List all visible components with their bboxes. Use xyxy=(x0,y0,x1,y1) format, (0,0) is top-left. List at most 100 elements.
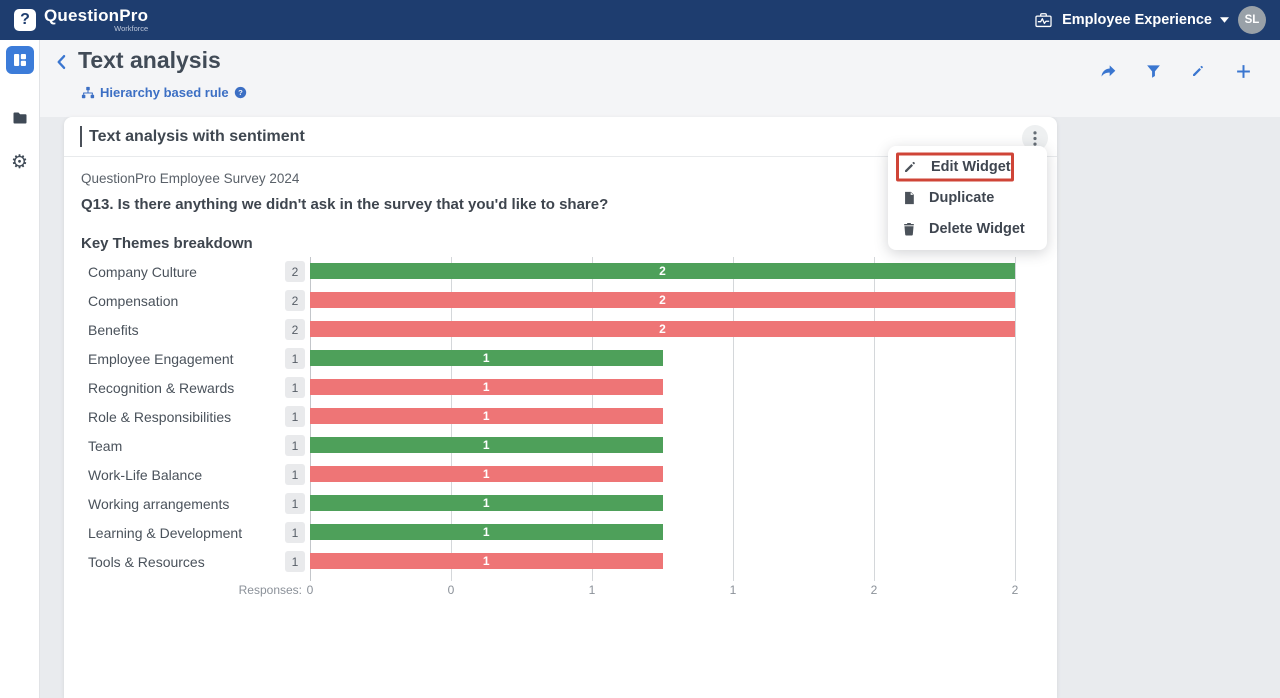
menu-item-delete-widget[interactable]: Delete Widget xyxy=(888,213,1047,244)
menu-item-duplicate[interactable]: Duplicate xyxy=(888,182,1047,213)
count-badge: 2 xyxy=(285,261,305,282)
count-badge: 2 xyxy=(285,319,305,340)
count-badge: 1 xyxy=(285,435,305,456)
briefcase-pulse-icon xyxy=(1033,11,1054,30)
sentiment-bar-negative[interactable]: 2 xyxy=(310,292,1015,308)
bar-value-label: 1 xyxy=(482,496,490,510)
hierarchy-rule-link[interactable]: Hierarchy based rule ? xyxy=(81,85,247,100)
category-label: Working arrangements xyxy=(88,495,230,512)
back-button[interactable] xyxy=(52,51,74,75)
sentiment-bar-negative[interactable]: 2 xyxy=(310,321,1015,337)
count-badge: 1 xyxy=(285,493,305,514)
bar-value-label: 1 xyxy=(482,554,490,568)
category-label: Benefits xyxy=(88,321,139,338)
svg-text:?: ? xyxy=(238,88,243,97)
questionpro-logo: ? xyxy=(14,9,36,31)
sentiment-bar-negative[interactable]: 1 xyxy=(310,408,663,424)
count-badge: 1 xyxy=(285,522,305,543)
bar-value-label: 2 xyxy=(659,322,666,336)
chart-row: Role & Responsibilities 1 1 xyxy=(81,402,1015,431)
bar-value-label: 1 xyxy=(482,525,490,539)
dashboard-grid-icon xyxy=(12,52,28,68)
count-badge: 2 xyxy=(285,290,305,311)
sentiment-bar-positive[interactable]: 1 xyxy=(310,495,663,511)
menu-item-label: Duplicate xyxy=(929,189,995,206)
page-toolbar xyxy=(1097,60,1254,82)
survey-name: QuestionPro Employee Survey 2024 xyxy=(81,171,300,186)
x-tick-label: 1 xyxy=(588,583,596,597)
filter-button[interactable] xyxy=(1142,60,1164,82)
widget-context-menu: Edit Widget Duplicate Delete Widget xyxy=(888,146,1047,250)
title-text-cursor xyxy=(80,126,82,147)
chart-row: Working arrangements 1 1 xyxy=(81,489,1015,518)
chart-row: Recognition & Rewards 1 1 xyxy=(81,373,1015,402)
share-icon xyxy=(1098,62,1119,81)
duplicate-icon xyxy=(902,190,916,206)
sentiment-bar-negative[interactable]: 1 xyxy=(310,466,663,482)
chart-row: Team 1 1 xyxy=(81,431,1015,460)
count-badge: 1 xyxy=(285,551,305,572)
category-label: Team xyxy=(88,437,123,454)
sentiment-bar-positive[interactable]: 1 xyxy=(310,524,663,540)
sidebar-item-folders[interactable] xyxy=(6,104,34,132)
pencil-icon xyxy=(902,159,918,175)
chart-row: Tools & Resources 1 1 xyxy=(81,547,1015,576)
caret-down-icon xyxy=(1220,17,1229,23)
sidebar-item-dashboard[interactable] xyxy=(5,46,34,74)
chart-x-axis: Responses: 0 0 1 1 2 2 xyxy=(81,583,1019,598)
sentiment-bar-positive[interactable]: 1 xyxy=(310,350,663,366)
category-label: Role & Responsibilities xyxy=(88,408,232,425)
menu-item-label: Delete Widget xyxy=(929,220,1025,237)
filter-icon xyxy=(1145,62,1162,80)
sentiment-bar-negative[interactable]: 1 xyxy=(310,553,663,569)
axis-caption: Responses: xyxy=(238,583,302,597)
count-badge: 1 xyxy=(285,377,305,398)
category-label: Company Culture xyxy=(88,263,197,280)
question-circle-icon[interactable]: ? xyxy=(234,86,247,99)
kebab-vertical-icon xyxy=(1033,130,1037,146)
category-label: Learning & Development xyxy=(88,524,243,541)
bar-track: 1 xyxy=(310,547,1015,576)
gear-icon: ⚙ xyxy=(10,151,29,173)
x-tick-label: 0 xyxy=(306,583,314,597)
app-header: ? QuestionPro Workforce Employee Experie… xyxy=(0,0,1280,40)
sentiment-bar-negative[interactable]: 1 xyxy=(310,379,663,395)
share-button[interactable] xyxy=(1097,60,1119,82)
add-widget-button[interactable] xyxy=(1232,60,1254,82)
chart-row: Compensation 2 2 xyxy=(81,286,1015,315)
key-themes-chart: Company Culture 2 2 Compensation 2 2 Benefits 2… xyxy=(81,257,1019,598)
brand-name: QuestionPro xyxy=(44,6,149,25)
page-title: Text analysis xyxy=(78,47,221,73)
brand-product: Workforce xyxy=(114,24,149,33)
sidebar: ⚙ xyxy=(0,40,40,698)
bar-track: 1 xyxy=(310,518,1015,547)
avatar[interactable]: SL xyxy=(1238,6,1266,34)
trash-icon xyxy=(902,221,916,237)
bar-track: 2 xyxy=(310,257,1015,286)
x-tick-label: 2 xyxy=(870,583,878,597)
edit-button[interactable] xyxy=(1187,60,1209,82)
count-badge: 1 xyxy=(285,406,305,427)
workspace-label: Employee Experience xyxy=(1062,12,1212,28)
chart-row: Employee Engagement 1 1 xyxy=(81,344,1015,373)
category-label: Employee Engagement xyxy=(88,350,234,367)
bar-track: 1 xyxy=(310,344,1015,373)
sentiment-bar-positive[interactable]: 1 xyxy=(310,437,663,453)
question-text: Q13. Is there anything we didn't ask in … xyxy=(81,196,609,213)
sidebar-item-settings[interactable]: ⚙ xyxy=(6,148,34,176)
bar-value-label: 2 xyxy=(659,264,666,278)
bar-track: 1 xyxy=(310,402,1015,431)
x-tick-label: 2 xyxy=(1011,583,1019,597)
chart-row: Work-Life Balance 1 1 xyxy=(81,460,1015,489)
sentiment-bar-positive[interactable]: 2 xyxy=(310,263,1015,279)
workspace-switcher[interactable]: Employee Experience xyxy=(1033,11,1229,30)
menu-item-edit-widget[interactable]: Edit Widget xyxy=(888,151,1047,182)
category-label: Recognition & Rewards xyxy=(88,379,235,396)
folder-icon xyxy=(11,110,29,126)
category-label: Compensation xyxy=(88,292,179,309)
widget-title[interactable]: Text analysis with sentiment xyxy=(89,127,305,145)
count-badge: 1 xyxy=(285,348,305,369)
category-label: Work-Life Balance xyxy=(88,466,203,483)
rule-label: Hierarchy based rule xyxy=(100,85,229,100)
pencil-icon xyxy=(1190,63,1206,79)
